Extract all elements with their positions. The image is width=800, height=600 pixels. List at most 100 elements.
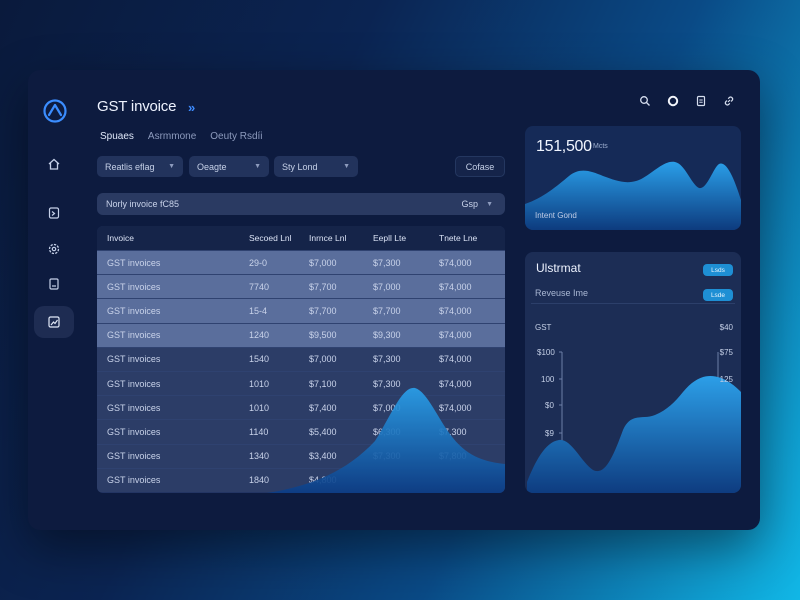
- tab-spuaes[interactable]: Spuaes: [100, 131, 134, 142]
- filter-dropdown-3[interactable]: Sty Lond ▼: [274, 156, 358, 177]
- link-button[interactable]: [720, 92, 738, 110]
- tab-oeuty[interactable]: Oeuty Rsdíi: [210, 131, 263, 142]
- table-row[interactable]: GST invoices 29-0 $7,000 $7,300 $74,000: [97, 250, 505, 275]
- nav-settings[interactable]: [34, 233, 74, 265]
- table-cell: $7,000: [373, 281, 401, 292]
- title-arrows-icon[interactable]: »: [188, 100, 195, 115]
- chevron-down-icon: ▼: [168, 163, 175, 170]
- file-icon: [48, 207, 60, 219]
- metric-footer: Intent Gond: [535, 211, 577, 220]
- legend-pill-2[interactable]: Lsde: [703, 289, 733, 301]
- nav-home[interactable]: [34, 148, 74, 180]
- series-value: $40: [719, 323, 733, 332]
- table-row[interactable]: GST invoices 1010 $7,100 $7,300 $74,000: [97, 370, 505, 396]
- toolbar-icons: [636, 92, 738, 110]
- nav-invoices[interactable]: [34, 197, 74, 229]
- sidebar: [28, 70, 84, 530]
- card-subtitle: Reveuse Ime: [535, 288, 589, 298]
- line-chart-card: Ulstrmat Lsds Lsde Reveuse Ime GST $40 $…: [525, 252, 741, 493]
- table-cell: 1340: [249, 451, 270, 462]
- chevron-down-icon: ▼: [254, 163, 261, 170]
- column-header[interactable]: Secoed Lnl: [249, 233, 292, 243]
- document-button[interactable]: [692, 92, 710, 110]
- divider: [531, 303, 735, 304]
- table-cell: $7,400: [309, 402, 337, 413]
- column-header[interactable]: Invoice: [107, 233, 134, 243]
- document-icon: [49, 278, 59, 290]
- table-cell: $74,000: [439, 330, 472, 341]
- table-cell: $7,300: [373, 257, 401, 268]
- right-axis-label: $75: [719, 348, 733, 357]
- invoice-table: Invoice Secoed Lnl Inrnce Lnl Eepll Lte …: [97, 226, 505, 493]
- y-axis-label: $100: [537, 348, 555, 357]
- table-cell: $7,300: [373, 378, 401, 389]
- table-cell: GST invoices: [107, 475, 161, 486]
- table-cell: 1840: [249, 475, 270, 486]
- table-cell: $3,400: [309, 451, 337, 462]
- home-icon: [48, 158, 60, 170]
- metric-unit: Mcts: [593, 143, 608, 150]
- status-button[interactable]: [664, 92, 682, 110]
- link-icon: [724, 96, 734, 106]
- search-select-label: Gsp: [461, 199, 479, 209]
- tab-asrmmone[interactable]: Asrmmone: [147, 131, 197, 142]
- y-axis-label: 100: [541, 375, 555, 384]
- filter-dropdown-2[interactable]: Oeagte ▼: [189, 156, 269, 177]
- search-input[interactable]: Norly invoice fC85: [106, 199, 180, 209]
- table-row[interactable]: GST invoices 1540 $7,000 $7,300 $74,000: [97, 346, 505, 371]
- table-cell: $74,000: [439, 257, 472, 268]
- table-cell: GST invoices: [107, 426, 161, 437]
- search-icon: [640, 96, 650, 106]
- create-button[interactable]: Cofase: [455, 156, 505, 177]
- table-cell: $7,700: [309, 281, 337, 292]
- table-cell: 1140: [249, 426, 269, 437]
- search-bar[interactable]: Norly invoice fC85 Gsp ▼: [97, 193, 505, 215]
- table-cell: $7,000: [373, 402, 401, 413]
- line-chart-graphic: [527, 351, 741, 493]
- card-title: Ulstrmat: [536, 261, 581, 275]
- filter-label: Reatlis eflag: [105, 161, 155, 172]
- table-cell: $7,300: [373, 451, 401, 462]
- table-cell: 1540: [249, 354, 270, 365]
- table-cell: GST invoices: [107, 378, 161, 389]
- table-body: GST invoices 29-0 $7,000 $7,300 $74,000 GST i…: [97, 250, 505, 492]
- table-cell: $9,300: [373, 330, 401, 341]
- table-cell: $74,000: [439, 354, 472, 365]
- page-title: GST invoice: [97, 98, 177, 115]
- table-cell: $74,000: [439, 402, 472, 413]
- search-select[interactable]: Gsp ▼: [462, 199, 493, 209]
- table-cell: $74,000: [439, 281, 472, 292]
- table-cell: GST invoices: [107, 402, 161, 413]
- table-row[interactable]: GST invoices 1240 $9,500 $9,300 $74,000: [97, 322, 505, 347]
- nav-documents[interactable]: [34, 268, 74, 300]
- table-cell: GST invoices: [107, 257, 161, 268]
- table-cell: $7,700: [373, 305, 401, 316]
- table-row[interactable]: GST invoices 1010 $7,400 $7,000 $74,000: [97, 395, 505, 420]
- table-row[interactable]: GST invoices 1340 $3,400 $7,300 $7,800: [97, 443, 505, 468]
- table-row[interactable]: GST invoices 15-4 $7,700 $7,700 $74,000: [97, 298, 505, 323]
- table-row[interactable]: GST invoices 1140 $5,400 $6,300 $7,300: [97, 419, 505, 444]
- nav-reports[interactable]: [34, 306, 74, 338]
- chevron-down-icon: ▼: [486, 200, 493, 208]
- column-header[interactable]: Eepll Lte: [373, 233, 407, 243]
- column-header[interactable]: Inrnce Lnl: [309, 233, 347, 243]
- search-button[interactable]: [636, 92, 654, 110]
- table-row[interactable]: GST invoices 1840 $4,800: [97, 467, 505, 492]
- table-cell: $6,300: [373, 426, 401, 437]
- column-header[interactable]: Tnete Lne: [439, 233, 478, 243]
- table-header: Invoice Secoed Lnl Inrnce Lnl Eepll Lte …: [97, 226, 505, 250]
- chart-icon: [48, 316, 60, 328]
- table-cell: $7,000: [309, 354, 337, 365]
- table-cell: GST invoices: [107, 330, 161, 341]
- metric-value: 151,500: [536, 138, 592, 155]
- table-cell: $4,800: [309, 475, 337, 486]
- legend-pill-1[interactable]: Lsds: [703, 264, 733, 276]
- y-axis-label: $9: [545, 429, 554, 438]
- filter-label: Oeagte: [197, 161, 227, 172]
- table-cell: $9,500: [309, 330, 337, 341]
- table-row[interactable]: GST invoices 7740 $7,700 $7,000 $74,000: [97, 274, 505, 299]
- table-cell: GST invoices: [107, 354, 161, 365]
- table-cell: $5,400: [309, 426, 337, 437]
- table-cell: $7,100: [309, 378, 337, 389]
- filter-dropdown-1[interactable]: Reatlis eflag ▼: [97, 156, 183, 177]
